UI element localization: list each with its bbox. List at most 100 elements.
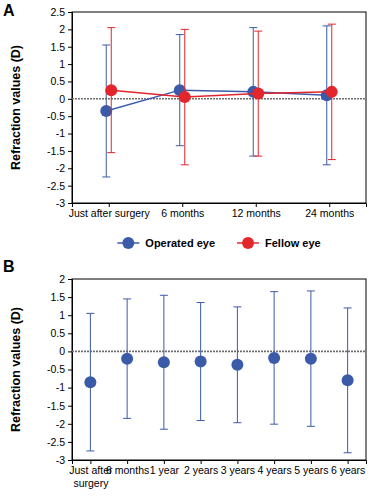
x-tick-mark bbox=[109, 203, 110, 207]
error-bar-cap bbox=[233, 306, 241, 307]
x-tick-mark bbox=[348, 460, 349, 464]
data-point bbox=[84, 376, 96, 388]
y-tick-label: 0.5 bbox=[50, 75, 65, 87]
y-tick-mark bbox=[68, 460, 72, 461]
x-tick-mark bbox=[329, 203, 330, 207]
y-tick: -1 bbox=[56, 381, 72, 393]
y-tick-label: -0.5 bbox=[47, 363, 65, 375]
y-tick: 0 bbox=[59, 345, 72, 357]
plot-frame bbox=[72, 279, 366, 460]
x-tick-mark bbox=[127, 460, 128, 464]
y-tick-mark bbox=[68, 388, 72, 389]
y-tick: -2 bbox=[56, 162, 72, 174]
y-tick-label: 1 bbox=[59, 309, 65, 321]
y-tick-mark bbox=[68, 333, 72, 334]
legend-item: Operated eye bbox=[117, 237, 215, 249]
legend-swatch bbox=[242, 237, 254, 249]
y-tick: -2.5 bbox=[47, 436, 72, 448]
x-axis: Just after surgery6 months12 months24 mo… bbox=[69, 203, 367, 219]
reference-line bbox=[72, 351, 366, 353]
x-tick-mark bbox=[237, 460, 238, 464]
error-bar-cap bbox=[307, 426, 315, 427]
y-axis: -3-2.5-2-1.5-1-0.500.511.52 bbox=[47, 273, 73, 466]
y-tick-label: 0 bbox=[59, 345, 65, 357]
y-tick-label: -2.5 bbox=[47, 179, 65, 191]
panel-label: A bbox=[3, 2, 15, 19]
y-tick: -1.5 bbox=[47, 400, 72, 412]
chart-panel: B-3-2.5-2-1.5-1-0.500.511.52Refraction v… bbox=[3, 258, 367, 489]
y-tick-mark bbox=[68, 134, 72, 135]
y-tick: 1.5 bbox=[50, 291, 72, 303]
error-bar-cap bbox=[86, 450, 94, 451]
error-bar-cap bbox=[181, 164, 189, 165]
error-bar-cap bbox=[102, 176, 110, 177]
series bbox=[105, 24, 338, 165]
legend-label: Fellow eye bbox=[265, 237, 321, 249]
data-point bbox=[326, 86, 338, 98]
x-tick-label: 6 months bbox=[106, 464, 149, 476]
y-tick: 0 bbox=[59, 93, 72, 105]
error-bar-cap bbox=[107, 27, 115, 28]
legend-swatch bbox=[122, 237, 134, 249]
y-tick-mark bbox=[68, 151, 72, 152]
x-tick: 1 year bbox=[150, 460, 180, 476]
y-tick-label: -2 bbox=[56, 162, 65, 174]
y-tick-mark bbox=[68, 406, 72, 407]
error-bar-cap bbox=[176, 34, 184, 35]
error-bar-cap bbox=[254, 31, 262, 32]
y-tick: -2.5 bbox=[47, 179, 72, 191]
x-tick-mark bbox=[256, 203, 257, 207]
y-tick-label: 1.5 bbox=[50, 291, 65, 303]
plot-marks bbox=[72, 291, 366, 453]
x-tick-label: 3 years bbox=[221, 464, 255, 476]
y-tick: 2 bbox=[59, 273, 72, 285]
error-bar-cap bbox=[197, 420, 205, 421]
error-bar-cap bbox=[344, 307, 352, 308]
x-tick-mark bbox=[164, 460, 165, 464]
x-tick-mark bbox=[182, 203, 183, 207]
data-point bbox=[305, 353, 317, 365]
data-point bbox=[252, 88, 264, 100]
error-bar-cap bbox=[86, 313, 94, 314]
y-tick-label: -1 bbox=[56, 127, 65, 139]
plot-marks bbox=[72, 24, 366, 177]
x-tick: 3 years bbox=[221, 460, 255, 476]
error-bar-cap bbox=[328, 159, 336, 160]
x-tick: Just after surgery bbox=[69, 203, 151, 219]
y-tick-label: 0.5 bbox=[50, 327, 65, 339]
y-tick-label: -2 bbox=[56, 418, 65, 430]
y-axis-title: Refraction values (D) bbox=[9, 45, 23, 170]
error-bar-cap bbox=[123, 418, 131, 419]
y-tick-label: -1.5 bbox=[47, 145, 65, 157]
plot-frame bbox=[72, 12, 366, 203]
y-tick: 2 bbox=[59, 23, 72, 35]
y-tick-mark bbox=[68, 351, 72, 352]
x-tick-mark bbox=[311, 460, 312, 464]
legend: Operated eye Fellow eye bbox=[117, 237, 320, 249]
series bbox=[100, 26, 333, 177]
legend-label: Operated eye bbox=[145, 237, 215, 249]
y-tick: -1 bbox=[56, 127, 72, 139]
series-line bbox=[111, 90, 332, 97]
error-bar-cap bbox=[233, 422, 241, 423]
x-tick: 6 years bbox=[331, 460, 365, 476]
y-tick-mark bbox=[68, 203, 72, 204]
y-tick-label: 2 bbox=[59, 273, 65, 285]
y-tick-mark bbox=[68, 81, 72, 82]
x-tick-mark bbox=[201, 460, 202, 464]
y-tick-mark bbox=[68, 29, 72, 30]
x-tick-label: 2 years bbox=[184, 464, 218, 476]
data-point bbox=[105, 84, 117, 96]
x-tick-label: 4 years bbox=[257, 464, 291, 476]
x-tick-mark bbox=[274, 460, 275, 464]
y-tick: -1.5 bbox=[47, 145, 72, 157]
error-bar-cap bbox=[181, 29, 189, 30]
y-tick-label: -1 bbox=[56, 381, 65, 393]
y-tick: -2 bbox=[56, 418, 72, 430]
series bbox=[84, 291, 353, 453]
data-point bbox=[231, 359, 243, 371]
y-tick-mark bbox=[68, 424, 72, 425]
x-tick: 12 months bbox=[232, 203, 281, 219]
y-tick: 1 bbox=[59, 58, 72, 70]
error-bar-cap bbox=[323, 164, 331, 165]
